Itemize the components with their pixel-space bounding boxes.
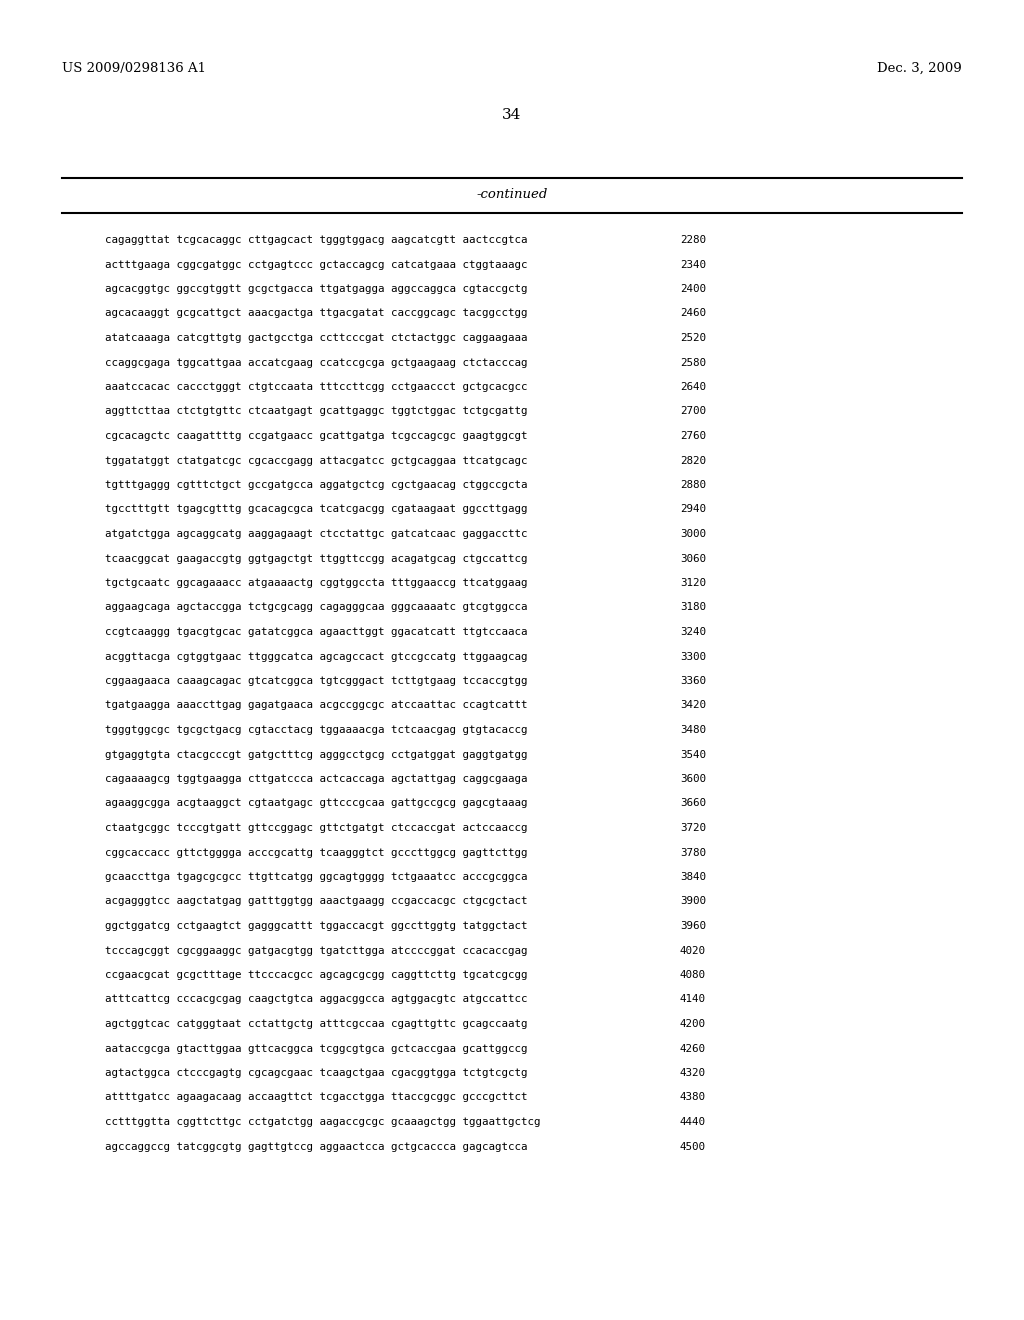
Text: 3780: 3780 [680, 847, 706, 858]
Text: cctttggtta cggttcttgc cctgatctgg aagaccgcgc gcaaagctgg tggaattgctcg: cctttggtta cggttcttgc cctgatctgg aagaccg… [105, 1117, 541, 1127]
Text: 3060: 3060 [680, 553, 706, 564]
Text: 2820: 2820 [680, 455, 706, 466]
Text: aggaagcaga agctaccgga tctgcgcagg cagagggcaa gggcaaaatc gtcgtggcca: aggaagcaga agctaccgga tctgcgcagg cagaggg… [105, 602, 527, 612]
Text: cggaagaaca caaagcagac gtcatcggca tgtcgggact tcttgtgaag tccaccgtgg: cggaagaaca caaagcagac gtcatcggca tgtcggg… [105, 676, 527, 686]
Text: 2460: 2460 [680, 309, 706, 318]
Text: 3180: 3180 [680, 602, 706, 612]
Text: 4020: 4020 [680, 945, 706, 956]
Text: 3360: 3360 [680, 676, 706, 686]
Text: acggttacga cgtggtgaac ttgggcatca agcagccact gtccgccatg ttggaagcag: acggttacga cgtggtgaac ttgggcatca agcagcc… [105, 652, 527, 661]
Text: aataccgcga gtacttggaa gttcacggca tcggcgtgca gctcaccgaa gcattggccg: aataccgcga gtacttggaa gttcacggca tcggcgt… [105, 1044, 527, 1053]
Text: 3300: 3300 [680, 652, 706, 661]
Text: 3000: 3000 [680, 529, 706, 539]
Text: US 2009/0298136 A1: US 2009/0298136 A1 [62, 62, 206, 75]
Text: agaaggcgga acgtaaggct cgtaatgagc gttcccgcaa gattgccgcg gagcgtaaag: agaaggcgga acgtaaggct cgtaatgagc gttcccg… [105, 799, 527, 808]
Text: 4140: 4140 [680, 994, 706, 1005]
Text: actttgaaga cggcgatggc cctgagtccc gctaccagcg catcatgaaa ctggtaaagc: actttgaaga cggcgatggc cctgagtccc gctacca… [105, 260, 527, 269]
Text: Dec. 3, 2009: Dec. 3, 2009 [878, 62, 962, 75]
Text: tgggtggcgc tgcgctgacg cgtacctacg tggaaaacga tctcaacgag gtgtacaccg: tgggtggcgc tgcgctgacg cgtacctacg tggaaaa… [105, 725, 527, 735]
Text: 3540: 3540 [680, 750, 706, 759]
Text: tgtttgaggg cgtttctgct gccgatgcca aggatgctcg cgctgaacag ctggccgcta: tgtttgaggg cgtttctgct gccgatgcca aggatgc… [105, 480, 527, 490]
Text: ctaatgcggc tcccgtgatt gttccggagc gttctgatgt ctccaccgat actccaaccg: ctaatgcggc tcccgtgatt gttccggagc gttctga… [105, 822, 527, 833]
Text: 4380: 4380 [680, 1093, 706, 1102]
Text: 4260: 4260 [680, 1044, 706, 1053]
Text: 2400: 2400 [680, 284, 706, 294]
Text: atgatctgga agcaggcatg aaggagaagt ctcctattgc gatcatcaac gaggaccttc: atgatctgga agcaggcatg aaggagaagt ctcctat… [105, 529, 527, 539]
Text: 2520: 2520 [680, 333, 706, 343]
Text: ccaggcgaga tggcattgaa accatcgaag ccatccgcga gctgaagaag ctctacccag: ccaggcgaga tggcattgaa accatcgaag ccatccg… [105, 358, 527, 367]
Text: 4200: 4200 [680, 1019, 706, 1030]
Text: aggttcttaa ctctgtgttc ctcaatgagt gcattgaggc tggtctggac tctgcgattg: aggttcttaa ctctgtgttc ctcaatgagt gcattga… [105, 407, 527, 417]
Text: agtactggca ctcccgagtg cgcagcgaac tcaagctgaa cgacggtgga tctgtcgctg: agtactggca ctcccgagtg cgcagcgaac tcaagct… [105, 1068, 527, 1078]
Text: 34: 34 [503, 108, 521, 121]
Text: 4320: 4320 [680, 1068, 706, 1078]
Text: atttcattcg cccacgcgag caagctgtca aggacggcca agtggacgtc atgccattcc: atttcattcg cccacgcgag caagctgtca aggacgg… [105, 994, 527, 1005]
Text: -continued: -continued [476, 187, 548, 201]
Text: agcacaaggt gcgcattgct aaacgactga ttgacgatat caccggcagc tacggcctgg: agcacaaggt gcgcattgct aaacgactga ttgacga… [105, 309, 527, 318]
Text: 3120: 3120 [680, 578, 706, 587]
Text: 2880: 2880 [680, 480, 706, 490]
Text: gtgaggtgta ctacgcccgt gatgctttcg agggcctgcg cctgatggat gaggtgatgg: gtgaggtgta ctacgcccgt gatgctttcg agggcct… [105, 750, 527, 759]
Text: 3900: 3900 [680, 896, 706, 907]
Text: agctggtcac catgggtaat cctattgctg atttcgccaa cgagttgttc gcagccaatg: agctggtcac catgggtaat cctattgctg atttcgc… [105, 1019, 527, 1030]
Text: tggatatggt ctatgatcgc cgcaccgagg attacgatcc gctgcaggaa ttcatgcagc: tggatatggt ctatgatcgc cgcaccgagg attacga… [105, 455, 527, 466]
Text: ccgaacgcat gcgctttage ttcccacgcc agcagcgcgg caggttcttg tgcatcgcgg: ccgaacgcat gcgctttage ttcccacgcc agcagcg… [105, 970, 527, 979]
Text: 3600: 3600 [680, 774, 706, 784]
Text: 2940: 2940 [680, 504, 706, 515]
Text: 3240: 3240 [680, 627, 706, 638]
Text: tcaacggcat gaagaccgtg ggtgagctgt ttggttccgg acagatgcag ctgccattcg: tcaacggcat gaagaccgtg ggtgagctgt ttggttc… [105, 553, 527, 564]
Text: 4080: 4080 [680, 970, 706, 979]
Text: aaatccacac caccctgggt ctgtccaata tttccttcgg cctgaaccct gctgcacgcc: aaatccacac caccctgggt ctgtccaata tttcctt… [105, 381, 527, 392]
Text: attttgatcc agaagacaag accaagttct tcgacctgga ttaccgcggc gcccgcttct: attttgatcc agaagacaag accaagttct tcgacct… [105, 1093, 527, 1102]
Text: 4500: 4500 [680, 1142, 706, 1151]
Text: 3660: 3660 [680, 799, 706, 808]
Text: atatcaaaga catcgttgtg gactgcctga ccttcccgat ctctactggc caggaagaaa: atatcaaaga catcgttgtg gactgcctga ccttccc… [105, 333, 527, 343]
Text: cagaggttat tcgcacaggc cttgagcact tgggtggacg aagcatcgtt aactccgtca: cagaggttat tcgcacaggc cttgagcact tgggtgg… [105, 235, 527, 246]
Text: cggcaccacc gttctgggga acccgcattg tcaagggtct gcccttggcg gagttcttgg: cggcaccacc gttctgggga acccgcattg tcaaggg… [105, 847, 527, 858]
Text: cagaaaagcg tggtgaagga cttgatccca actcaccaga agctattgag caggcgaaga: cagaaaagcg tggtgaagga cttgatccca actcacc… [105, 774, 527, 784]
Text: agccaggccg tatcggcgtg gagttgtccg aggaactcca gctgcaccca gagcagtcca: agccaggccg tatcggcgtg gagttgtccg aggaact… [105, 1142, 527, 1151]
Text: 3840: 3840 [680, 873, 706, 882]
Text: tgcctttgtt tgagcgtttg gcacagcgca tcatcgacgg cgataagaat ggccttgagg: tgcctttgtt tgagcgtttg gcacagcgca tcatcga… [105, 504, 527, 515]
Text: 2700: 2700 [680, 407, 706, 417]
Text: 3420: 3420 [680, 701, 706, 710]
Text: cgcacagctc caagattttg ccgatgaacc gcattgatga tcgccagcgc gaagtggcgt: cgcacagctc caagattttg ccgatgaacc gcattga… [105, 432, 527, 441]
Text: ggctggatcg cctgaagtct gagggcattt tggaccacgt ggccttggtg tatggctact: ggctggatcg cctgaagtct gagggcattt tggacca… [105, 921, 527, 931]
Text: agcacggtgc ggccgtggtt gcgctgacca ttgatgagga aggccaggca cgtaccgctg: agcacggtgc ggccgtggtt gcgctgacca ttgatga… [105, 284, 527, 294]
Text: tgctgcaatc ggcagaaacc atgaaaactg cggtggccta tttggaaccg ttcatggaag: tgctgcaatc ggcagaaacc atgaaaactg cggtggc… [105, 578, 527, 587]
Text: 3480: 3480 [680, 725, 706, 735]
Text: 2640: 2640 [680, 381, 706, 392]
Text: 2580: 2580 [680, 358, 706, 367]
Text: 2340: 2340 [680, 260, 706, 269]
Text: 3720: 3720 [680, 822, 706, 833]
Text: 4440: 4440 [680, 1117, 706, 1127]
Text: tcccagcggt cgcggaaggc gatgacgtgg tgatcttgga atccccggat ccacaccgag: tcccagcggt cgcggaaggc gatgacgtgg tgatctt… [105, 945, 527, 956]
Text: 2760: 2760 [680, 432, 706, 441]
Text: 2280: 2280 [680, 235, 706, 246]
Text: gcaaccttga tgagcgcgcc ttgttcatgg ggcagtgggg tctgaaatcc acccgcggca: gcaaccttga tgagcgcgcc ttgttcatgg ggcagtg… [105, 873, 527, 882]
Text: 3960: 3960 [680, 921, 706, 931]
Text: tgatgaagga aaaccttgag gagatgaaca acgccggcgc atccaattac ccagtcattt: tgatgaagga aaaccttgag gagatgaaca acgccgg… [105, 701, 527, 710]
Text: ccgtcaaggg tgacgtgcac gatatcggca agaacttggt ggacatcatt ttgtccaaca: ccgtcaaggg tgacgtgcac gatatcggca agaactt… [105, 627, 527, 638]
Text: acgagggtcc aagctatgag gatttggtgg aaactgaagg ccgaccacgc ctgcgctact: acgagggtcc aagctatgag gatttggtgg aaactga… [105, 896, 527, 907]
